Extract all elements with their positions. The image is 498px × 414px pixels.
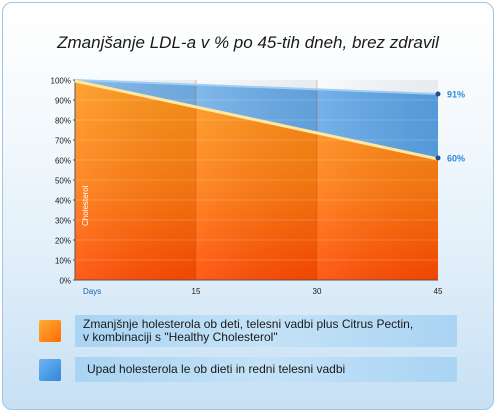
column-band-2 [196, 80, 317, 280]
end-label-orange: 60% [447, 154, 465, 164]
chart-card: Zmanjšanje LDL-a v % po 45-tih dneh, bre… [2, 2, 494, 410]
y-tick-label: 90% [55, 97, 71, 106]
legend-swatch-orange [39, 320, 61, 342]
y-axis-label: Cholesterol [81, 185, 90, 226]
legend-swatch-blue [39, 358, 61, 381]
area-chart: 0% 10% 20% 30% 40% 50% 60% 70% 80% 90% 100% Days 15 3… [51, 77, 465, 297]
column-band-3 [317, 80, 438, 280]
series-line-blue [74, 79, 439, 95]
legend-label-orange-line1: Zmanjšnje holesterola ob deti, telesni v… [83, 317, 414, 331]
y-tick-label: 60% [55, 157, 71, 166]
legend-label-orange: Zmanjšnje holesterola ob deti, telesni v… [75, 315, 457, 347]
y-tick-label: 10% [55, 257, 71, 266]
y-tick-label: 80% [55, 117, 71, 126]
y-tick-label: 30% [55, 217, 71, 226]
chart-title: Zmanjšanje LDL-a v % po 45-tih dneh, bre… [57, 33, 439, 52]
x-tick-label: 30 [313, 287, 322, 296]
y-tick-label: 20% [55, 237, 71, 246]
x-tick-label: 45 [434, 287, 443, 296]
end-marker-orange [435, 155, 441, 161]
y-tick-label: 100% [51, 77, 71, 86]
legend-item-orange: Zmanjšnje holesterola ob deti, telesni v… [39, 315, 457, 347]
end-label-blue: 91% [447, 90, 465, 100]
series-line-orange [74, 79, 439, 161]
y-tick-label: 50% [55, 177, 71, 186]
x-tick-label: 15 [192, 287, 201, 296]
y-tick-label: 40% [55, 197, 71, 206]
x-axis-label: Days [83, 287, 101, 296]
legend-label-orange-line2: v kombinaciji s "Healthy Cholesterol" [83, 330, 278, 344]
y-tick-label: 70% [55, 137, 71, 146]
end-marker-blue [435, 91, 441, 97]
y-tick-label: 0% [59, 277, 71, 286]
legend-item-blue: Upad holesterola le ob dieti in redni te… [39, 357, 457, 382]
legend-label-blue-text: Upad holesterola le ob dieti in redni te… [87, 362, 346, 376]
column-band-1 [75, 80, 196, 280]
legend-label-blue: Upad holesterola le ob dieti in redni te… [75, 357, 457, 382]
plot-area: 0% 10% 20% 30% 40% 50% 60% 70% 80% 90% 100% Days 15 3… [51, 77, 465, 297]
